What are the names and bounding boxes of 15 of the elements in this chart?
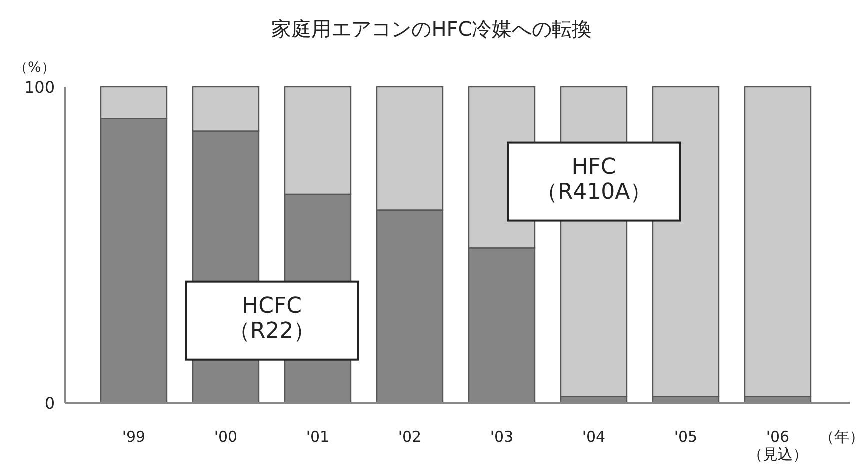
series-label: HCFC （R22） bbox=[228, 294, 316, 344]
x-tick-label: '99 bbox=[122, 428, 146, 446]
x-axis-title: （年） bbox=[820, 428, 864, 446]
y-tick-label: 0 bbox=[44, 394, 55, 413]
y-axis-title: （%） bbox=[14, 60, 56, 76]
x-tick-label: '05 bbox=[674, 428, 698, 446]
x-tick-label: '02 bbox=[398, 428, 422, 446]
series-label: HFC （R410A） bbox=[536, 154, 652, 206]
x-tick-label: '01 bbox=[306, 428, 330, 446]
y-tick-label: 100 bbox=[24, 78, 55, 97]
x-tick-label: '06 （見込） bbox=[748, 428, 808, 464]
chart-title: 家庭用エアコンのHFC冷媒への転換 bbox=[272, 17, 592, 41]
x-tick-label: '00 bbox=[214, 428, 238, 446]
x-tick-label: '04 bbox=[582, 428, 606, 446]
x-tick-label: '03 bbox=[490, 428, 514, 446]
